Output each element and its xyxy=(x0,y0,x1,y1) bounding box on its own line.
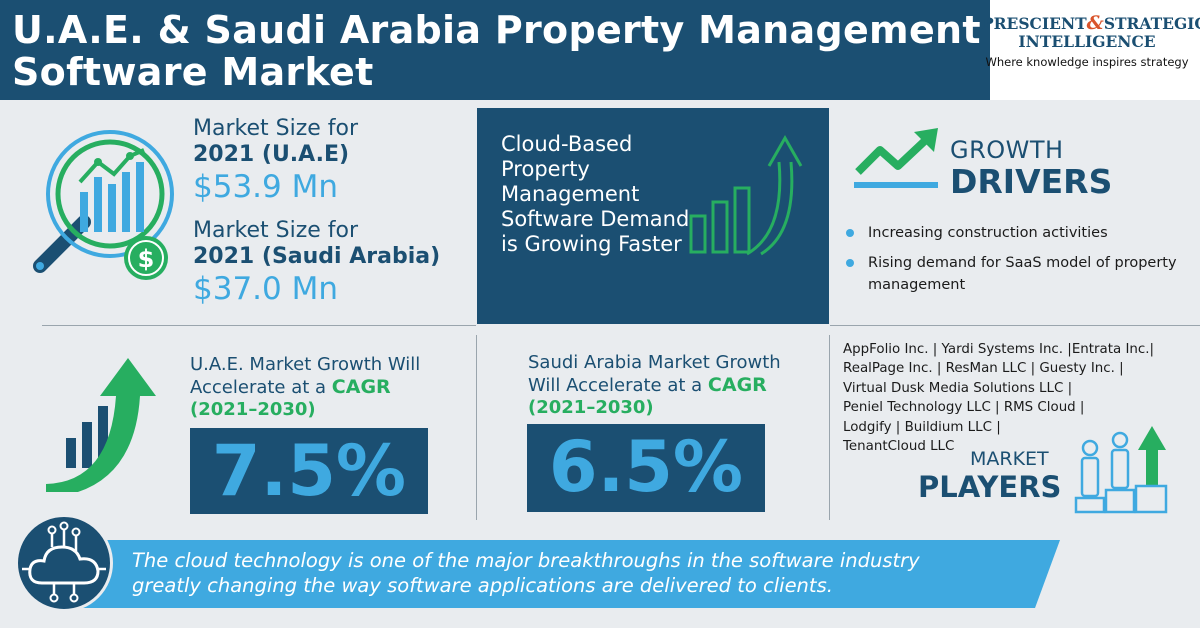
uae-cagr-label: CAGR xyxy=(331,376,391,398)
growth-drivers-title-small: GROWTH xyxy=(950,136,1064,164)
cloud-demand-text: Cloud-Based Property Management Software… xyxy=(501,132,690,256)
uae-cagr-text: U.A.E. Market Growth Will Accelerate at … xyxy=(190,354,421,420)
sa-market-size-label: Market Size for xyxy=(193,218,359,243)
divider-vertical-right xyxy=(829,335,830,520)
divider-left xyxy=(42,325,476,326)
uae-market-size: Market Size for 2021 (U.A.E) $53.9 Mn xyxy=(193,116,358,206)
cloud-circuit-icon-wrapper xyxy=(15,514,113,612)
page-title-line-2: Software Market xyxy=(12,50,374,94)
players-line: Peniel Technology LLC | RMS Cloud | xyxy=(843,400,1085,416)
uae-market-size-region: 2021 (U.A.E) xyxy=(193,142,350,167)
sa-cagr-label: CAGR xyxy=(707,374,767,396)
logo-word-prescient: PRESCIENT xyxy=(982,14,1087,33)
bullet-icon xyxy=(846,259,854,267)
uae-cagr-value: 7.5% xyxy=(190,428,428,514)
logo-word-intelligence: INTELLIGENCE xyxy=(1018,32,1156,51)
players-line: TenantCloud LLC xyxy=(843,439,955,455)
banner-line-1: The cloud technology is one of the major… xyxy=(132,549,920,572)
market-players-title-small: MARKET xyxy=(970,448,1049,470)
sa-market-size: Market Size for 2021 (Saudi Arabia) $37.… xyxy=(193,218,440,308)
players-line: RealPage Inc. | ResMan LLC | Guesty Inc.… xyxy=(843,361,1124,377)
market-players-title-big: PLAYERS xyxy=(918,470,1062,504)
growth-drivers-title-big: DRIVERS xyxy=(950,162,1113,201)
banner-background xyxy=(60,540,1060,608)
players-line: Virtual Dusk Media Solutions LLC | xyxy=(843,380,1073,396)
sa-market-size-region: 2021 (Saudi Arabia) xyxy=(193,244,441,269)
sa-cagr-years: (2021–2030) xyxy=(528,397,654,418)
market-players-list: AppFolio Inc. | Yardi Systems Inc. |Entr… xyxy=(843,340,1193,456)
growth-bars-arrow-icon xyxy=(46,358,156,492)
banner-line-2: greatly changing the way software applic… xyxy=(132,574,833,597)
magnifier-chart-icon: $ xyxy=(33,130,174,280)
growth-driver-item: Increasing construction activities xyxy=(846,222,1186,244)
players-line: Lodgify | Buildium LLC | xyxy=(843,419,1001,435)
title-background xyxy=(0,0,1200,100)
cloud-demand-panel: Cloud-Based Property Management Software… xyxy=(477,108,829,324)
sa-cagr-value: 6.5% xyxy=(527,424,765,512)
sa-cagr-text: Saudi Arabia Market Growth Will Accelera… xyxy=(528,352,781,418)
growth-driver-item: Rising demand for SaaS model of property… xyxy=(846,252,1186,296)
players-line: AppFolio Inc. | Yardi Systems Inc. |Entr… xyxy=(843,342,1155,357)
podium-people-icon xyxy=(1074,426,1168,514)
uae-market-size-label: Market Size for xyxy=(193,116,359,141)
divider-right xyxy=(830,325,1200,326)
rising-bars-arrow-icon xyxy=(689,134,803,256)
sa-market-size-value: $37.0 Mn xyxy=(193,271,338,307)
bottom-banner xyxy=(0,540,1200,628)
banner-statement: The cloud technology is one of the major… xyxy=(132,548,1032,598)
title-bar: U.A.E. & Saudi Arabia Property Managemen… xyxy=(0,0,1200,100)
logo-word-strategic: STRATEGIC xyxy=(1103,14,1200,33)
growth-trend-icon xyxy=(854,128,938,188)
svg-text:$: $ xyxy=(138,245,155,273)
cloud-circuit-icon xyxy=(22,521,106,603)
bullet-icon xyxy=(846,229,854,237)
uae-cagr-years: (2021–2030) xyxy=(190,399,316,420)
page-title-line-1: U.A.E. & Saudi Arabia Property Managemen… xyxy=(12,8,981,52)
logo-ampersand: & xyxy=(1086,12,1104,34)
divider-vertical-middle xyxy=(476,335,477,520)
company-logo: PRESCIENT&STRATEGIC INTELLIGENCE Where k… xyxy=(982,12,1200,70)
uae-market-size-value: $53.9 Mn xyxy=(193,169,338,205)
logo-tagline: Where knowledge inspires strategy xyxy=(985,55,1189,69)
growth-drivers-list: Increasing construction activities Risin… xyxy=(846,222,1186,304)
